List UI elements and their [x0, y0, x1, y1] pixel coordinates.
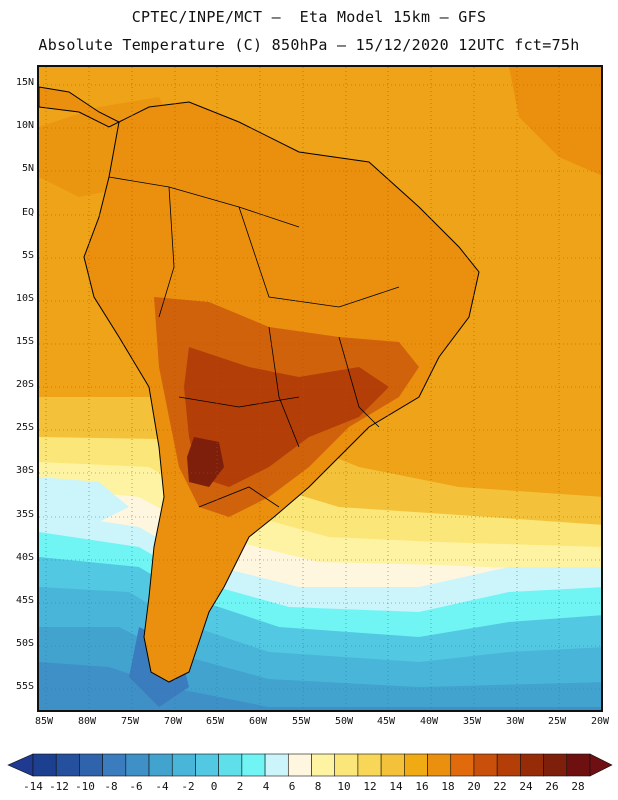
- lon-label: 45W: [376, 716, 396, 727]
- lat-label: 25S: [15, 422, 34, 433]
- colorbar-swatch: [171, 753, 196, 777]
- colorbar-label: 8: [314, 780, 322, 793]
- colorbar-label: 26: [545, 780, 559, 793]
- lat-label: 55S: [15, 681, 34, 692]
- colorbar-label: 28: [571, 780, 585, 793]
- colorbar-label: 24: [519, 780, 533, 793]
- colorbar-swatch: [79, 753, 103, 777]
- lon-label: 70W: [163, 716, 183, 727]
- colorbar-label: -8: [104, 780, 118, 793]
- colorbar-swatch: [102, 753, 127, 777]
- colorbar-swatch: [148, 753, 173, 777]
- colorbar-label: 14: [389, 780, 403, 793]
- colorbar-swatch: [566, 753, 591, 777]
- lon-label: 65W: [205, 716, 225, 727]
- colorbar-swatch: [311, 753, 336, 777]
- lat-label: 10N: [15, 120, 34, 131]
- colorbar-swatch: [404, 753, 428, 777]
- colorbar-swatch: [334, 753, 359, 777]
- map-subtitle: Absolute Temperature (C) 850hPa – 15/12/…: [38, 36, 580, 54]
- lat-label: 15S: [15, 336, 34, 347]
- colorbar-label: 4: [262, 780, 270, 793]
- colorbar-label: 20: [467, 780, 481, 793]
- hotter-core: [184, 347, 389, 487]
- colorbar-max-arrow: [589, 753, 613, 777]
- map-title: CPTEC/INPE/MCT – Eta Model 15km – GFS: [131, 8, 487, 26]
- colorbar-label: -6: [129, 780, 143, 793]
- colorbar-swatch: [520, 753, 544, 777]
- warm-patch-ne: [509, 67, 601, 176]
- colorbar-min-arrow: [7, 753, 34, 777]
- hottest-core: [187, 437, 224, 487]
- lon-label: 60W: [248, 716, 268, 727]
- colorbar-label: 12: [363, 780, 377, 793]
- lat-label: 40S: [15, 552, 34, 563]
- lat-label: EQ: [21, 207, 34, 218]
- temperature-map: [37, 65, 603, 712]
- lat-label: 35S: [15, 509, 34, 520]
- colorbar-label: -10: [75, 780, 95, 793]
- colorbar-swatch: [357, 753, 382, 777]
- lat-label: 50S: [15, 638, 34, 649]
- lon-label: 55W: [291, 716, 311, 727]
- colorbar-swatch: [473, 753, 498, 777]
- lon-label: 75W: [120, 716, 140, 727]
- colorbar-swatch: [55, 753, 80, 777]
- colorbar-swatch: [450, 753, 475, 777]
- lon-label: 35W: [462, 716, 482, 727]
- lon-label: 40W: [419, 716, 439, 727]
- lat-label: 45S: [15, 595, 34, 606]
- lat-label: 5S: [21, 250, 34, 261]
- cold-patch-w: [39, 477, 129, 522]
- colorbar-label: -12: [49, 780, 69, 793]
- colorbar-swatch: [543, 753, 568, 777]
- central-america: [39, 86, 121, 128]
- colorbar-swatch: [32, 753, 57, 777]
- lon-label: 30W: [505, 716, 525, 727]
- colorbar-label: 2: [236, 780, 244, 793]
- lon-label: 25W: [547, 716, 567, 727]
- colorbar-label: 18: [441, 780, 455, 793]
- colorbar-label: -14: [23, 780, 43, 793]
- colorbar-label: 22: [493, 780, 507, 793]
- lon-label: 80W: [77, 716, 97, 727]
- band-m6: [39, 662, 601, 710]
- colorbar-label: 6: [288, 780, 296, 793]
- colorbar: [7, 753, 613, 777]
- lat-label: 15N: [15, 77, 34, 88]
- lon-label: 50W: [334, 716, 354, 727]
- colorbar-swatch: [125, 753, 150, 777]
- colorbar-label: -2: [181, 780, 195, 793]
- colorbar-swatch: [195, 753, 219, 777]
- colorbar-swatch: [241, 753, 266, 777]
- lon-label: 20W: [590, 716, 610, 727]
- colorbar-swatch: [427, 753, 452, 777]
- colorbar-swatch: [380, 753, 405, 777]
- colorbar-swatch: [264, 753, 289, 777]
- colorbar-label: 16: [415, 780, 429, 793]
- colorbar-label: -4: [155, 780, 169, 793]
- lat-label: 10S: [15, 293, 34, 304]
- borders: [108, 176, 400, 508]
- lat-label: 5N: [21, 163, 34, 174]
- lat-label: 30S: [15, 465, 34, 476]
- colorbar-swatch: [496, 753, 521, 777]
- colorbar-swatch: [218, 753, 243, 777]
- colorbar-label: 0: [210, 780, 218, 793]
- colorbar-swatch: [287, 753, 312, 777]
- lon-label: 85W: [34, 716, 54, 727]
- lat-label: 20S: [15, 379, 34, 390]
- coastline: [83, 101, 480, 683]
- colorbar-label: 10: [337, 780, 351, 793]
